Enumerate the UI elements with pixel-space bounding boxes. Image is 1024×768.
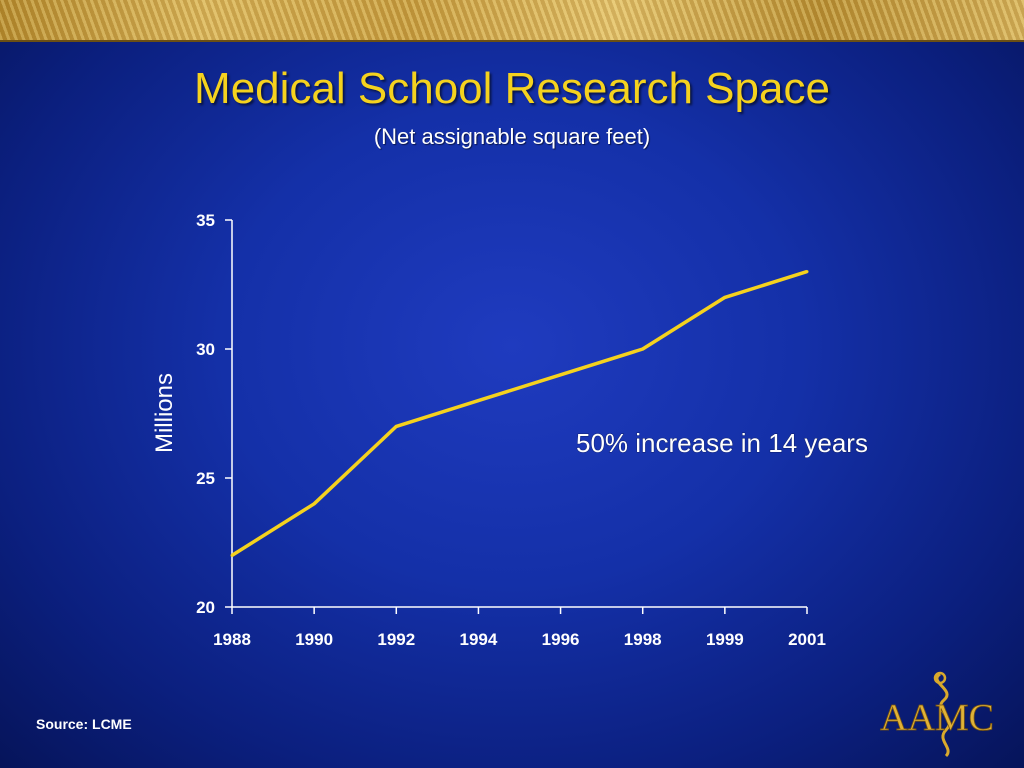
x-tick-label: 1996 bbox=[542, 630, 580, 649]
x-tick-label: 1999 bbox=[706, 630, 744, 649]
slide-subtitle: (Net assignable square feet) bbox=[373, 124, 651, 149]
y-tick-label: 35 bbox=[196, 211, 215, 230]
x-tick-label: 1994 bbox=[460, 630, 498, 649]
data-point bbox=[312, 502, 316, 506]
series-line bbox=[231, 269, 808, 557]
x-axis-ticks: 1988 1990 1992 1994 1996 1998 1999 2001 bbox=[213, 607, 826, 649]
x-tick-label: 2001 bbox=[788, 630, 826, 649]
data-point bbox=[723, 295, 727, 299]
x-tick-label: 1988 bbox=[213, 630, 251, 649]
x-tick-label: 1990 bbox=[295, 630, 333, 649]
y-axis-label: Millions bbox=[151, 373, 178, 453]
data-point bbox=[559, 373, 563, 377]
x-tick-label: 1992 bbox=[377, 630, 415, 649]
y-tick-label: 25 bbox=[196, 469, 215, 488]
data-point bbox=[805, 270, 809, 274]
data-point bbox=[230, 553, 234, 557]
source-note: Source: LCME bbox=[36, 716, 132, 732]
svg-text:AAMC: AAMC bbox=[880, 697, 994, 739]
data-point bbox=[476, 399, 480, 403]
y-tick-label: 30 bbox=[196, 340, 215, 359]
decorative-top-band bbox=[0, 0, 1024, 42]
chart-annotation: 50% increase in 14 years bbox=[576, 428, 868, 458]
slide-title: Medical School Research Space bbox=[194, 64, 830, 113]
chart-axes bbox=[231, 220, 807, 608]
data-points bbox=[230, 270, 809, 557]
x-tick-label: 1998 bbox=[624, 630, 662, 649]
data-point bbox=[394, 424, 398, 428]
y-tick-label: 20 bbox=[196, 598, 215, 617]
y-axis-ticks: 20 25 30 35 bbox=[196, 211, 232, 617]
data-point bbox=[641, 347, 645, 351]
aamc-logo: AAMC bbox=[880, 671, 994, 758]
